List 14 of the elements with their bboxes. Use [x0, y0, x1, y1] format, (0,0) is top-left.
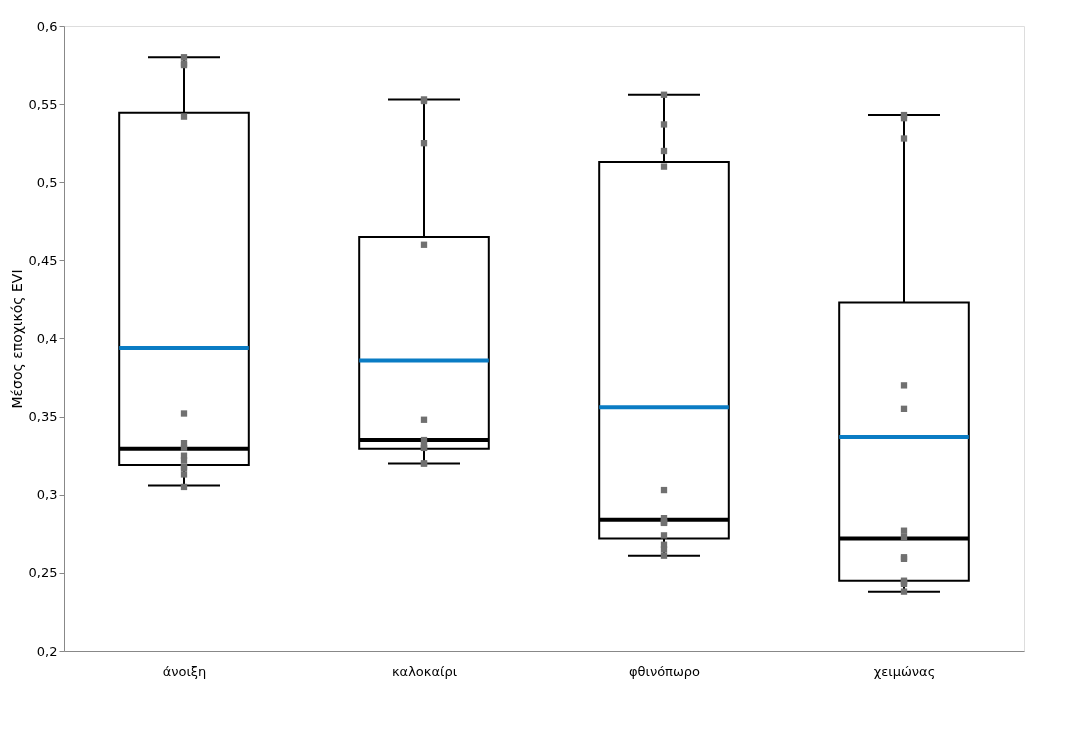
y-tick-label: 0,2	[36, 643, 58, 659]
x-tick-label: άνοιξη	[162, 663, 207, 679]
y-tick-label: 0,4	[36, 331, 58, 346]
x-tick-label: καλοκαίρι	[391, 663, 458, 679]
y-tick-label: 0,6	[36, 18, 58, 34]
x-tick-label: φθινόπωρο	[628, 663, 701, 679]
y-tick-label: 0,25	[28, 565, 58, 581]
y-tick-label: 0,3	[36, 487, 58, 503]
y-tick-label: 0,5	[36, 174, 58, 190]
y-tick-label: 0,55	[28, 96, 58, 112]
y-axis-title: Μέσος εποχικός EVI	[8, 269, 25, 409]
y-tick-label: 0,35	[28, 409, 58, 425]
y-tick-label: 0,45	[28, 252, 58, 268]
x-tick-label: χειμώνας	[873, 663, 936, 679]
